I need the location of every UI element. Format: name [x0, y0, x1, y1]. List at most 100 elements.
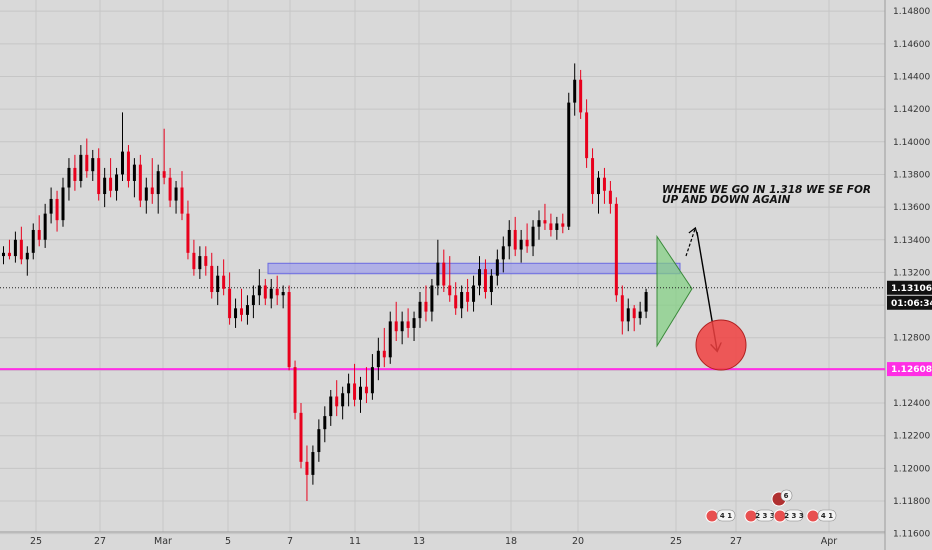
candle-body[interactable]	[644, 292, 648, 312]
candle-body[interactable]	[347, 383, 351, 394]
candle-body[interactable]	[614, 203, 618, 296]
candle-body[interactable]	[275, 288, 279, 296]
candle-body[interactable]	[472, 285, 476, 302]
candle-body[interactable]	[257, 285, 261, 296]
event-badge[interactable]	[716, 509, 736, 522]
candle-body[interactable]	[198, 256, 202, 270]
candle-body[interactable]	[448, 285, 452, 296]
candle-body[interactable]	[174, 187, 178, 201]
event-badge[interactable]	[784, 509, 804, 522]
event-flag-icon[interactable]	[806, 509, 820, 523]
candle-body[interactable]	[168, 177, 172, 201]
candle-body[interactable]	[192, 252, 196, 270]
candle-body[interactable]	[138, 164, 142, 201]
candle-body[interactable]	[7, 252, 11, 257]
candle-body[interactable]	[555, 223, 559, 230]
candle-body[interactable]	[394, 321, 398, 332]
candle-body[interactable]	[561, 223, 565, 227]
event-count-badge[interactable]	[780, 489, 793, 502]
candle-body[interactable]	[382, 350, 386, 358]
candle-body[interactable]	[323, 416, 327, 430]
event-flag-icon[interactable]	[705, 509, 719, 523]
candle-body[interactable]	[156, 171, 160, 195]
candle-body[interactable]	[85, 154, 89, 172]
candle-body[interactable]	[507, 229, 511, 247]
event-badge[interactable]	[817, 509, 837, 522]
candle-body[interactable]	[341, 393, 345, 407]
candle-body[interactable]	[121, 151, 124, 175]
candle-body[interactable]	[483, 269, 487, 293]
candle-body[interactable]	[370, 367, 374, 394]
candle-body[interactable]	[406, 321, 410, 328]
candle-body[interactable]	[132, 164, 136, 181]
candle-body[interactable]	[103, 177, 107, 195]
candle-body[interactable]	[305, 461, 309, 475]
candle-body[interactable]	[364, 386, 368, 394]
candle-body[interactable]	[418, 301, 422, 319]
candle-body[interactable]	[317, 429, 321, 453]
candle-body[interactable]	[2, 252, 5, 257]
candle-body[interactable]	[454, 295, 458, 309]
candle-body[interactable]	[91, 158, 95, 172]
candle-body[interactable]	[234, 308, 238, 319]
candle-body[interactable]	[150, 187, 154, 195]
candle-body[interactable]	[359, 386, 362, 400]
candle-body[interactable]	[287, 292, 291, 368]
candle-body[interactable]	[216, 275, 220, 293]
candle-body[interactable]	[495, 259, 499, 276]
target-circle[interactable]	[695, 319, 747, 371]
candle-body[interactable]	[281, 292, 285, 296]
candle-body[interactable]	[638, 311, 642, 319]
candle-body[interactable]	[311, 452, 315, 475]
candle-body[interactable]	[73, 167, 77, 181]
candle-body[interactable]	[632, 308, 636, 319]
candle-body[interactable]	[400, 321, 404, 332]
candle-body[interactable]	[245, 305, 249, 315]
candle-body[interactable]	[19, 239, 23, 260]
candle-body[interactable]	[37, 229, 41, 240]
candle-body[interactable]	[299, 412, 303, 462]
candle-body[interactable]	[353, 383, 357, 400]
candle-body[interactable]	[478, 269, 481, 286]
candle-body[interactable]	[31, 229, 35, 253]
candle-body[interactable]	[335, 396, 339, 407]
candle-body[interactable]	[460, 292, 464, 309]
candle-body[interactable]	[97, 158, 101, 195]
candle-body[interactable]	[144, 187, 148, 201]
candle-body[interactable]	[180, 187, 184, 214]
candle-body[interactable]	[25, 252, 29, 260]
candle-body[interactable]	[430, 285, 434, 312]
candle-body[interactable]	[537, 220, 541, 227]
candle-body[interactable]	[162, 171, 166, 178]
candle-body[interactable]	[549, 223, 553, 230]
candle-body[interactable]	[204, 256, 208, 266]
candle-body[interactable]	[608, 190, 612, 204]
candle-body[interactable]	[186, 213, 190, 253]
candle-body[interactable]	[13, 239, 17, 257]
candle-body[interactable]	[436, 262, 440, 286]
candle-body[interactable]	[602, 177, 606, 191]
resistance-zone[interactable]	[267, 262, 681, 275]
candle-body[interactable]	[501, 246, 505, 260]
candle-body[interactable]	[329, 396, 333, 417]
candle-body[interactable]	[424, 301, 428, 312]
candle-body[interactable]	[376, 350, 380, 368]
candle-body[interactable]	[61, 187, 65, 221]
candle-body[interactable]	[43, 213, 47, 240]
candle-body[interactable]	[251, 295, 255, 306]
candle-body[interactable]	[531, 226, 535, 247]
candle-body[interactable]	[573, 79, 577, 103]
candle-body[interactable]	[519, 239, 523, 250]
candle-body[interactable]	[263, 285, 267, 299]
candle-body[interactable]	[67, 167, 71, 188]
candle-body[interactable]	[585, 112, 589, 159]
candle-body[interactable]	[240, 308, 243, 315]
candle-body[interactable]	[525, 239, 529, 247]
candle-body[interactable]	[442, 262, 446, 286]
candle-body[interactable]	[489, 275, 493, 293]
candle-body[interactable]	[412, 318, 416, 328]
candle-body[interactable]	[567, 102, 571, 227]
candle-body[interactable]	[210, 265, 214, 293]
